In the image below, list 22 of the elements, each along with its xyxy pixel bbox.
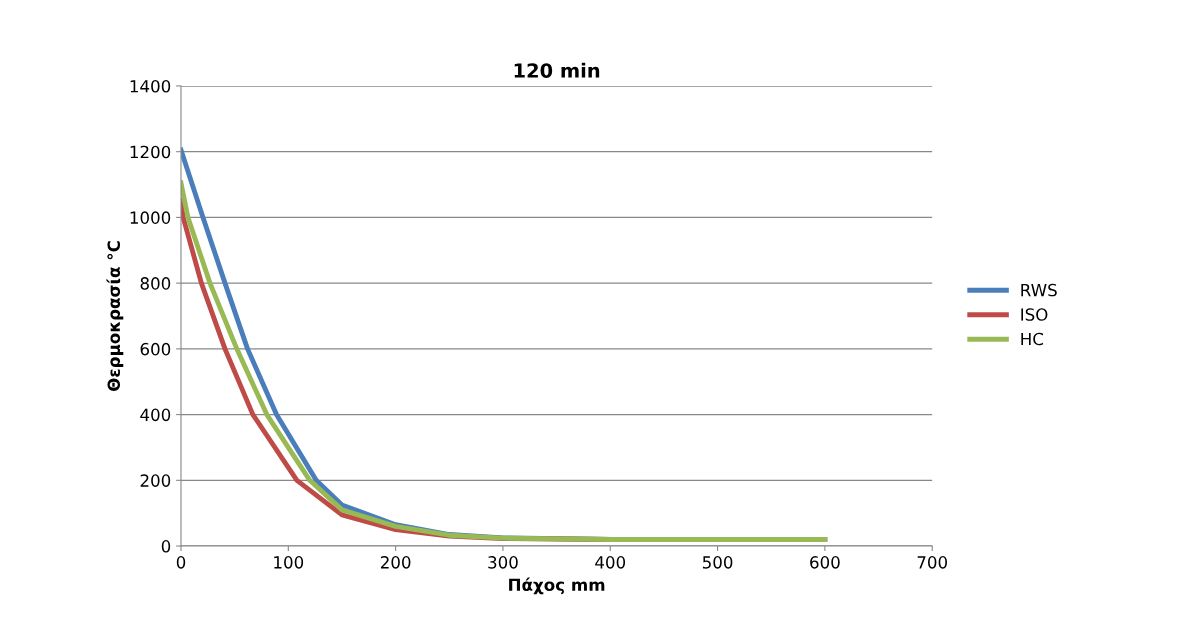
y-tick-label: 1200 <box>130 145 171 159</box>
y-tick-label: 0 <box>161 540 171 553</box>
y-tick-label: 1000 <box>130 211 171 224</box>
x-tick-label: 0 <box>176 556 186 569</box>
legend-label: RWS <box>1021 283 1057 297</box>
legend-label: HC <box>1021 332 1044 346</box>
legend-label: ISO <box>1021 308 1048 321</box>
y-tick-label: 200 <box>140 474 171 487</box>
x-axis-title: Πάχος mm <box>509 577 605 595</box>
x-tick-label: 200 <box>380 556 411 569</box>
x-tick-label: 300 <box>488 556 518 569</box>
y-axis-title: Θερμοκρασία °C <box>106 241 124 391</box>
x-tick-label: 600 <box>810 556 840 569</box>
x-tick-label: 400 <box>595 556 626 569</box>
y-tick-label: 1400 <box>130 79 171 93</box>
y-tick-label: 800 <box>140 277 171 290</box>
x-tick-label: 700 <box>917 556 947 569</box>
x-tick-label: 100 <box>274 556 304 569</box>
y-tick-label: 600 <box>140 342 171 356</box>
chart-title: 120 min <box>514 62 600 78</box>
y-tick-label: 400 <box>140 408 171 422</box>
x-tick-label: 500 <box>702 556 733 569</box>
